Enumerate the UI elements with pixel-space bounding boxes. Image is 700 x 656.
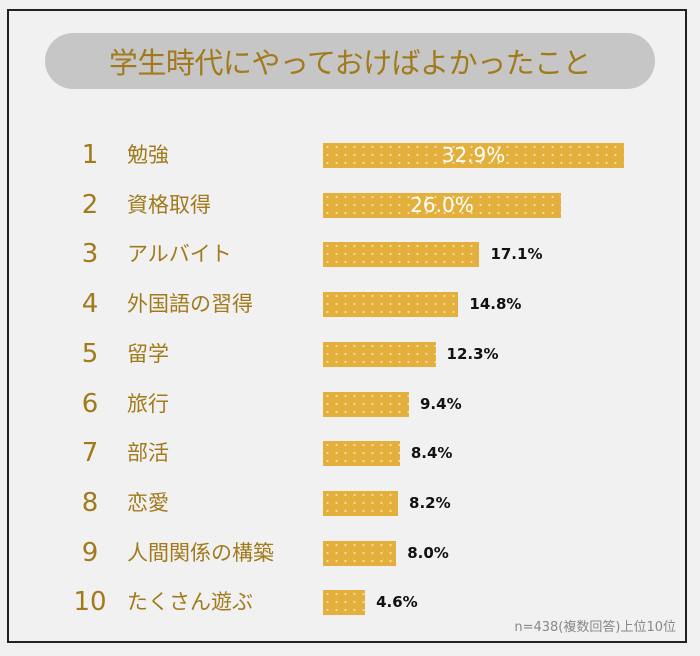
value-label: 26.0% (410, 192, 474, 217)
bar-row: 8 恋愛 8.2% (0, 488, 700, 518)
bar-row: 9 人間関係の構築 8.0% (0, 538, 700, 568)
rank-number: 10 (73, 587, 107, 618)
value-label: 14.8% (469, 295, 522, 314)
value-label: 32.9% (441, 143, 506, 167)
rank-number: 5 (81, 338, 99, 369)
category-label: 外国語の習得 (127, 292, 253, 317)
value-label: 8.2% (409, 493, 451, 512)
rank-number: 1 (81, 140, 99, 170)
category-label: 資格取得 (127, 192, 211, 217)
rank-number: 7 (81, 438, 99, 469)
value-label: 4.6% (376, 593, 418, 612)
bar-row: 3 アルバイト 17.1% (0, 239, 700, 269)
rank-number: 8 (81, 487, 99, 518)
bar (323, 391, 409, 417)
bar-row: 5 留学 12.3% (0, 339, 700, 369)
category-label: 勉強 (127, 143, 169, 167)
rank-number: 9 (81, 537, 99, 568)
value-label: 8.4% (410, 444, 453, 463)
bar (323, 490, 399, 516)
bar-row: 10 たくさん遊ぶ 4.6% (0, 587, 700, 617)
category-label: 留学 (127, 341, 169, 366)
sample-note: n=438(複数回答)上位10位 (514, 620, 676, 635)
chart-title: 学生時代にやっておけばよかったこと (45, 33, 655, 89)
bar-row: 6 旅行 9.4% (0, 389, 700, 419)
bar (323, 143, 624, 168)
rank-number: 4 (81, 289, 99, 320)
category-label: 恋愛 (127, 490, 169, 515)
bar (323, 292, 459, 318)
bar (323, 242, 480, 268)
rank-number: 3 (81, 239, 99, 270)
bar-row: 7 部活 8.4% (0, 438, 700, 468)
category-label: アルバイト (127, 242, 232, 267)
rank-number: 2 (81, 189, 99, 220)
category-label: 人間関係の構築 (127, 540, 274, 565)
value-label: 17.1% (490, 245, 543, 264)
category-label: 旅行 (127, 391, 169, 416)
value-label: 9.4% (420, 394, 462, 413)
bar-row: 2 資格取得 26.0% (0, 190, 700, 220)
bar (323, 590, 366, 616)
bar (323, 441, 400, 467)
bar (323, 540, 397, 566)
category-label: 部活 (127, 441, 169, 466)
bar (323, 341, 436, 367)
chart-frame (7, 9, 687, 643)
bar (323, 192, 561, 218)
value-label: 12.3% (446, 344, 499, 363)
rank-number: 6 (81, 388, 99, 419)
category-label: たくさん遊ぶ (127, 590, 253, 615)
value-label: 8.0% (407, 543, 449, 562)
bar-row: 1 勉強 32.9% (0, 140, 700, 170)
bar-row: 4 外国語の習得 14.8% (0, 289, 700, 319)
